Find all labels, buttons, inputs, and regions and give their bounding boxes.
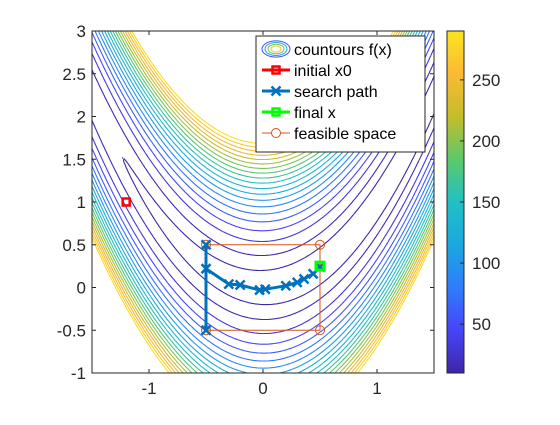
legend-contour-swatch [267,43,285,55]
y-tick-label: 2.5 [62,65,86,84]
search-path-marker [291,276,303,288]
legend-entry: countours f(x) [261,40,392,59]
feasible-corner-marker [315,239,325,250]
y-tick-label: 0 [77,279,86,298]
colorbar-tick-label: 200 [472,132,500,151]
legend-x-marker [270,85,282,97]
legend-entry: search path [262,84,378,101]
legend-label: search path [294,84,378,101]
contour-level-5 [92,31,434,362]
x-tick-label: -1 [141,379,156,398]
legend-label: feasible space [294,126,396,143]
special-points [121,197,326,272]
search-path-marker [280,280,292,292]
colorbar-tick-label: 100 [472,254,500,273]
y-tick-label: 1.5 [62,150,86,169]
search-path-marker [200,263,212,275]
y-tick-label: 2 [77,108,86,127]
search-path-marker [200,324,212,336]
search-path-marker [234,279,246,291]
legend-label: initial x0 [294,63,352,80]
legend-square-marker [271,65,281,75]
legend-entry: final x [262,105,336,122]
colorbar: 50 100 150 200 250 [446,30,500,374]
colorbar-tick-label: 150 [472,193,500,212]
y-tick-label: -0.5 [57,321,86,340]
legend-square-marker [271,107,281,117]
legend: countours f(x) initial x0 search path final… [255,35,426,153]
y-tick-label: 1 [77,193,86,212]
legend-entry: feasible space [262,126,396,143]
y-tick-label: 3 [77,22,86,41]
colorbar-tick-label: 250 [472,71,500,90]
legend-contour-swatch [261,40,291,58]
legend-contour-swatch [270,45,282,53]
x-tick-label: 1 [372,379,381,398]
y-tick-label: -1 [71,364,86,383]
x-tick-label: 0 [258,379,267,398]
contour-level-2 [92,48,434,335]
legend-label: countours f(x) [294,42,392,59]
contour-level-9 [92,31,434,373]
search-path-marker [200,239,212,251]
search-path [200,239,326,336]
colorbar-tick-label: 50 [472,315,491,334]
final-x-marker [314,260,326,272]
legend-entry: initial x0 [262,63,352,80]
search-path-marker [259,283,271,295]
contour-level-8 [92,31,434,373]
y-axis: -1 -0.5 0 0.5 1 1.5 2 2.5 3 [57,22,434,383]
feasible-corner-marker [315,325,325,336]
legend-circle-marker [271,128,281,138]
legend-label: final x [294,105,336,122]
search-path-marker [298,273,310,285]
contour-lines [92,31,434,373]
search-path-marker [223,278,235,290]
legend-contour-swatch [264,42,288,56]
x-axis: -1 0 1 [141,31,382,398]
y-tick-label: 0.5 [62,236,86,255]
initial-x0-marker [121,197,131,207]
